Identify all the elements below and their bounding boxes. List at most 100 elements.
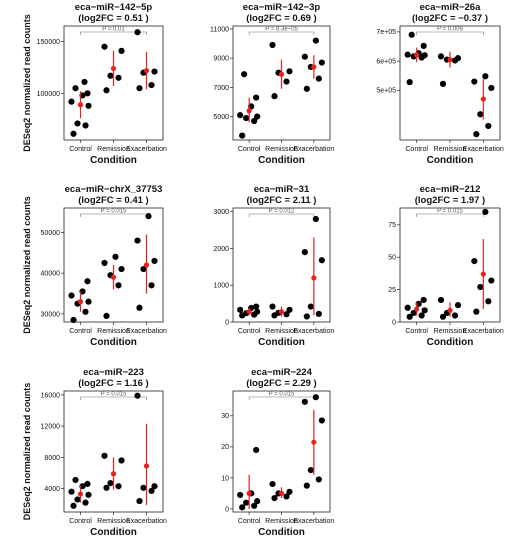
x-tick-label: Remission xyxy=(265,328,298,335)
data-point xyxy=(437,53,445,60)
data-point xyxy=(421,307,428,314)
y-tick-label: 100000 xyxy=(37,91,60,98)
chart-title: eca−miR−142−3p xyxy=(243,2,321,13)
data-point xyxy=(271,93,278,100)
x-tick-label: Exacerbation xyxy=(293,328,334,335)
data-point xyxy=(477,111,484,118)
y-tick-label: 150000 xyxy=(37,39,60,46)
data-point xyxy=(286,68,293,75)
chart-panel-4: eca−miR−chrX_37753(log2FC = 0.41 ) 30000 4… xyxy=(22,184,167,348)
mean-point xyxy=(447,307,453,313)
chart-panel-5: eca−miR−31(log2FC = 2.11 ) 0 1000 2000 3000 C… xyxy=(213,184,334,348)
data-point xyxy=(70,316,77,324)
y-tick-label: 5000 xyxy=(213,114,229,121)
data-point xyxy=(408,31,415,38)
y-tick-label: 10 xyxy=(221,475,229,482)
data-point xyxy=(254,113,261,120)
x-tick-label: Remission xyxy=(434,146,467,153)
data-point xyxy=(115,74,122,81)
data-point xyxy=(473,131,480,138)
x-tick-label: Remission xyxy=(434,328,467,335)
data-point xyxy=(239,504,246,511)
data-point xyxy=(140,265,147,273)
data-point xyxy=(148,487,155,495)
data-point xyxy=(488,84,495,92)
data-point xyxy=(318,257,325,264)
mean-point xyxy=(110,65,117,72)
significance-bracket xyxy=(416,31,484,35)
p-value-label: P = 0.012 xyxy=(269,209,295,215)
chart-panel-7: eca−miR−223(log2FC = 1.16 ) 4000 8000 12000… xyxy=(22,367,167,538)
data-point xyxy=(251,502,258,509)
data-point xyxy=(68,292,75,299)
data-point xyxy=(283,78,290,85)
data-point xyxy=(421,52,428,59)
x-tick-label: Control xyxy=(238,146,261,153)
data-point xyxy=(243,499,250,506)
data-point xyxy=(451,312,459,319)
data-point xyxy=(420,42,427,49)
p-value-label: P = 0.015 xyxy=(437,209,463,215)
data-point xyxy=(84,480,91,487)
chart-subtitle: (log2FC = 1.97 ) xyxy=(415,195,485,206)
y-tick-label: 0 xyxy=(225,319,229,326)
mean-point xyxy=(311,64,317,70)
data-point xyxy=(406,313,413,320)
chart-subtitle: (log2FC = 2.29 ) xyxy=(246,378,316,389)
data-point xyxy=(254,308,261,315)
plot-frame xyxy=(399,25,501,141)
data-point xyxy=(307,303,314,310)
mean-point xyxy=(278,309,285,315)
mean-point xyxy=(278,490,285,496)
y-tick-label: 0 xyxy=(225,506,229,513)
chart-panel-2: eca−miR−142−3p(log2FC = 0.69 ) 5000 7000 90… xyxy=(210,2,334,166)
data-point xyxy=(82,308,89,315)
data-point xyxy=(471,258,478,265)
chart-subtitle: (log2FC = 0.69 ) xyxy=(246,13,316,24)
data-point xyxy=(301,398,308,405)
data-point xyxy=(406,79,413,86)
significance-bracket xyxy=(80,396,147,400)
data-point xyxy=(471,78,478,85)
data-point xyxy=(81,78,88,86)
data-point xyxy=(301,249,308,256)
y-tick-label: 6e+05 xyxy=(376,58,396,65)
chart-panel-1: eca−miR−142−5p(log2FC = 0.51 ) 100000 1500… xyxy=(22,2,167,166)
x-tick-label: Exacerbation xyxy=(463,146,504,153)
mean-point xyxy=(77,491,84,497)
data-point xyxy=(68,488,75,495)
data-point xyxy=(82,122,89,129)
data-point xyxy=(241,71,248,78)
data-point xyxy=(269,41,276,49)
y-tick-label: 25 xyxy=(388,287,396,294)
data-point xyxy=(101,452,108,459)
data-point xyxy=(237,491,244,499)
data-point xyxy=(253,446,260,454)
x-axis-label: Condition xyxy=(90,155,137,166)
chart-subtitle: (log2FC = −0.37 ) xyxy=(412,13,488,24)
x-axis-label: Condition xyxy=(90,337,137,348)
mean-point xyxy=(414,52,420,58)
y-tick-label: 16000 xyxy=(41,392,61,399)
chart-panel-3: eca−miR−26a(log2FC = −0.37 ) 5e+05 6e+05 7e… xyxy=(376,2,504,166)
y-tick-label: 2000 xyxy=(213,246,229,253)
data-point xyxy=(134,392,141,399)
y-tick-label: 30000 xyxy=(41,311,61,318)
data-point xyxy=(477,283,484,291)
x-tick-label: Control xyxy=(69,518,92,525)
y-tick-label: 50000 xyxy=(41,230,61,237)
data-point xyxy=(454,302,462,309)
data-point xyxy=(301,53,308,60)
data-point xyxy=(454,55,462,62)
data-point xyxy=(237,306,244,313)
data-point xyxy=(315,476,322,483)
data-point xyxy=(85,298,92,305)
p-value-label: P = 0.009 xyxy=(437,27,463,33)
mean-point xyxy=(143,262,150,268)
data-point xyxy=(307,467,314,474)
data-point xyxy=(269,480,276,488)
plot-frame xyxy=(232,207,331,323)
x-tick-label: Exacerbation xyxy=(293,146,334,153)
data-point xyxy=(85,102,92,109)
data-point xyxy=(482,208,489,215)
